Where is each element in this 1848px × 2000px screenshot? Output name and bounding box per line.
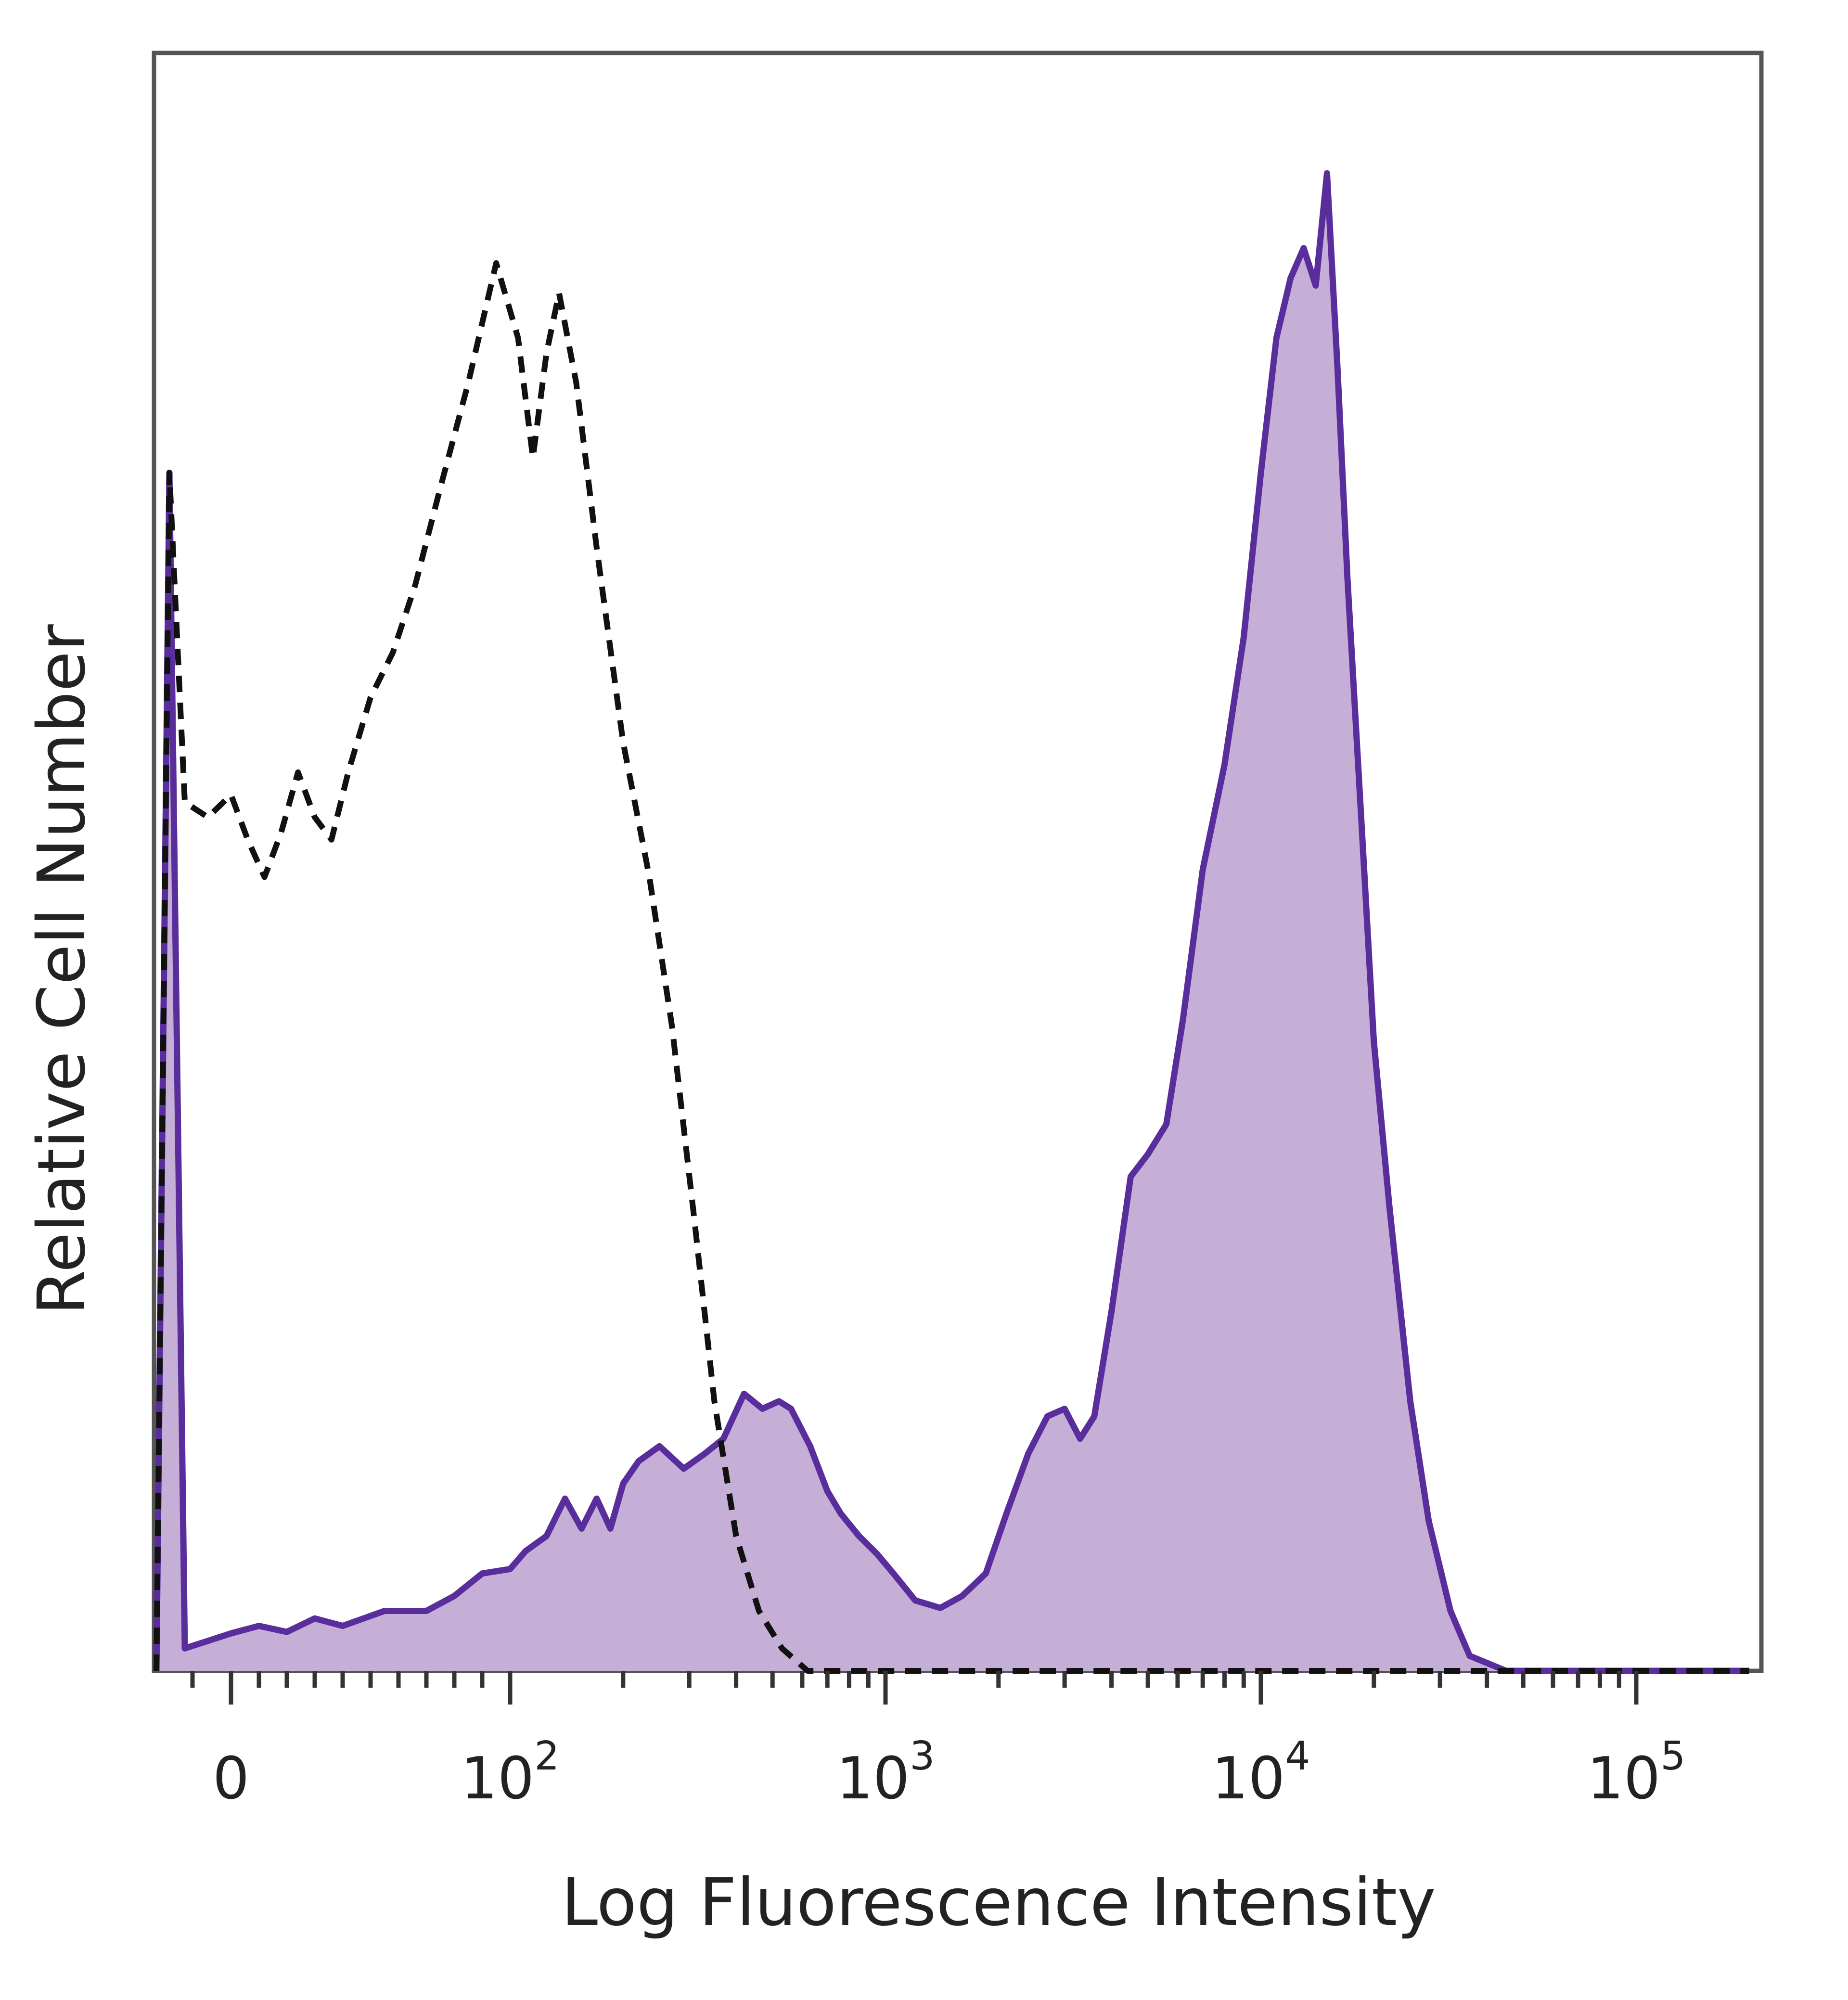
x-tick-label: 105 [1587,1733,1686,1812]
x-tick-label: 103 [836,1733,935,1812]
x-axis: 0 102 103 104 105 [190,1671,1686,1812]
x-tick-label: 0 [213,1745,249,1812]
x-tick-label-base: 0 [213,1745,249,1812]
x-tick-label-base: 10 [1587,1745,1661,1812]
x-tick-label-exponent: 5 [1660,1733,1685,1779]
x-tick-label: 104 [1212,1733,1310,1812]
x-tick-label-base: 10 [461,1745,535,1812]
series-layer [153,170,1749,1674]
control-histogram-line [154,260,1749,1674]
stained-histogram-fill [156,173,1749,1671]
x-tick-label: 102 [461,1733,560,1812]
x-tick-label-exponent: 2 [534,1733,559,1779]
stained-histogram-line [153,170,1749,1674]
x-tick-label-exponent: 4 [1285,1733,1310,1779]
x-tick-label-base: 10 [1212,1745,1285,1812]
plot-frame [152,51,1764,1673]
plot-area: 0 102 103 104 105 [152,51,1764,1812]
x-axis-label: Log Fluorescence Intensity [561,1865,1436,1941]
x-tick-label-exponent: 3 [910,1733,935,1779]
x-tick-label-base: 10 [836,1745,910,1812]
y-axis-label: Relative Cell Number [24,624,100,1315]
